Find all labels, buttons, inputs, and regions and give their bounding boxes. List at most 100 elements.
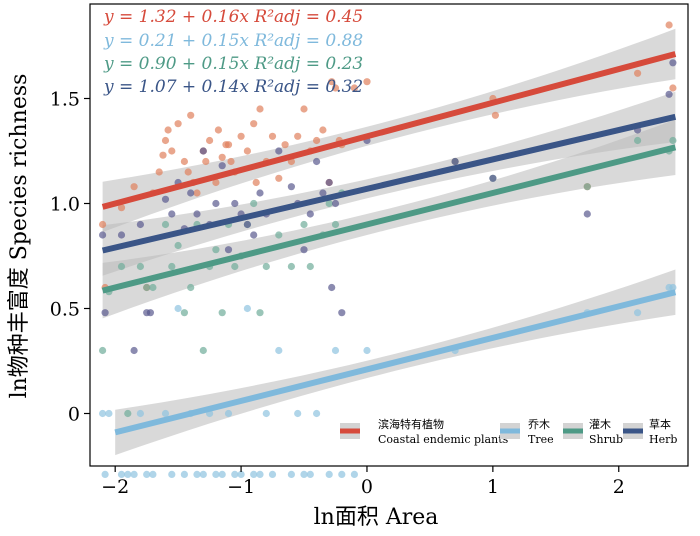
point-shrub: [199, 346, 207, 355]
point-herb: [212, 199, 220, 208]
y-tick-label: 1.0: [50, 194, 80, 216]
point-shrub: [262, 262, 270, 271]
regression-lines: [101, 51, 677, 436]
point-coastal: [256, 105, 264, 113]
legend-label-en-tree: Tree: [528, 433, 554, 446]
point-herb: [146, 309, 154, 317]
x-axis-title: ln面积 Area: [314, 505, 439, 530]
point-coastal: [363, 78, 371, 86]
point-herb: [187, 189, 195, 197]
legend-label-en-coastal: Coastal endemic plants: [378, 433, 509, 446]
point-tree: [237, 470, 245, 478]
point-coastal: [268, 132, 277, 140]
point-coastal: [174, 120, 182, 128]
plot-frame: [89, 3, 689, 467]
legend-label-cn-coastal: 滨海特有植物: [378, 417, 444, 431]
point-tree: [287, 470, 295, 478]
point-coastal: [331, 84, 340, 92]
point-shrub: [325, 199, 333, 208]
point-coastal: [161, 136, 170, 145]
legend-label-en-herb: Herb: [649, 433, 677, 446]
point-herb: [199, 147, 207, 155]
point-coastal: [634, 69, 642, 77]
point-tree: [634, 309, 642, 317]
y-tick-label: 0.5: [50, 299, 80, 321]
point-tree: [325, 470, 333, 478]
point-shrub: [136, 262, 144, 271]
point-coastal: [164, 126, 172, 134]
point-tree: [174, 304, 182, 313]
point-shrub: [331, 220, 340, 229]
point-tree: [130, 470, 138, 478]
point-coastal: [202, 157, 210, 166]
legend-label-cn-shrub: 灌木: [589, 418, 611, 431]
point-herb: [99, 231, 107, 239]
point-herb: [161, 195, 170, 203]
x-tick-label: −2: [101, 476, 129, 498]
point-tree: [199, 470, 207, 478]
x-tick-label: 2: [613, 476, 625, 498]
point-shrub: [306, 262, 314, 271]
point-coastal: [206, 136, 214, 145]
point-tree: [294, 409, 302, 418]
point-herb: [218, 162, 226, 170]
point-herb: [287, 183, 295, 191]
point-coastal: [155, 168, 163, 176]
point-coastal: [294, 132, 302, 140]
regression-line-shrub: [101, 144, 677, 294]
point-coastal: [218, 153, 226, 161]
point-shrub: [174, 241, 182, 250]
point-tree: [306, 470, 314, 478]
point-herb: [313, 157, 321, 166]
point-tree: [350, 470, 358, 478]
point-shrub: [187, 283, 195, 292]
x-tick-label: −1: [227, 476, 255, 498]
point-shrub: [143, 283, 151, 292]
point-coastal: [184, 168, 192, 176]
point-herb: [256, 189, 264, 197]
point-coastal: [252, 178, 260, 187]
y-tick-label: 1.5: [50, 89, 80, 111]
point-herb: [193, 210, 201, 218]
point-coastal: [117, 204, 126, 212]
point-coastal: [180, 157, 188, 166]
point-tree: [669, 283, 677, 292]
legend: 滨海特有植物 Coastal endemic plants 乔木 Tree 灌木…: [340, 417, 677, 446]
y-tick-label: 0: [68, 404, 80, 426]
point-herb: [117, 231, 126, 239]
point-coastal: [328, 78, 336, 86]
point-coastal: [243, 147, 251, 155]
point-coastal: [237, 132, 245, 140]
point-herb: [489, 174, 497, 182]
point-tree: [193, 470, 201, 478]
point-herb: [331, 199, 340, 208]
point-shrub: [99, 346, 107, 355]
point-shrub: [250, 199, 258, 208]
point-tree: [101, 470, 109, 478]
regression-line-herb: [101, 113, 677, 254]
point-coastal: [275, 174, 283, 182]
point-tree: [149, 470, 157, 478]
point-herb: [328, 283, 336, 292]
point-coastal: [159, 151, 167, 159]
point-herb: [136, 220, 144, 229]
point-herb: [250, 231, 258, 239]
point-herb: [669, 59, 677, 67]
point-shrub: [231, 262, 239, 271]
point-tree: [212, 470, 220, 478]
point-coastal: [187, 111, 195, 119]
point-tree: [331, 346, 340, 355]
point-coastal: [99, 220, 107, 229]
point-herb: [583, 210, 591, 218]
point-herb: [275, 147, 283, 155]
point-shrub: [287, 262, 295, 271]
point-tree: [99, 409, 107, 418]
point-herb: [101, 309, 109, 317]
point-shrub: [275, 231, 283, 239]
point-tree: [168, 470, 176, 478]
point-coastal: [250, 120, 258, 128]
point-shrub: [212, 246, 220, 254]
point-tree: [224, 409, 233, 418]
x-tick-label: 1: [487, 476, 499, 498]
